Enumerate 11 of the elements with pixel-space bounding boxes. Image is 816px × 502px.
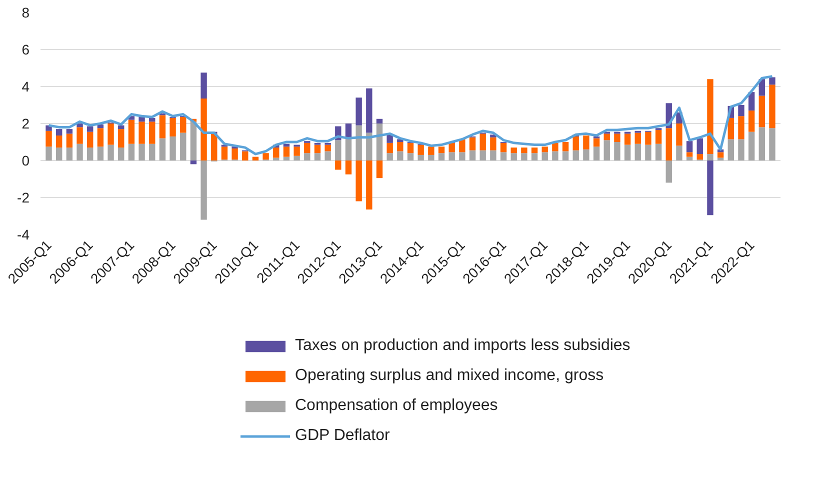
y-tick-label: -2 <box>17 190 30 206</box>
legend-label: Operating surplus and mixed income, gross <box>295 367 604 385</box>
y-tick-label: 4 <box>22 78 30 94</box>
y-tick-label: 8 <box>22 4 30 20</box>
legend-label: GDP Deflator <box>295 427 390 445</box>
y-tick-label: 0 <box>22 152 30 168</box>
y-tick-label: 6 <box>22 42 30 58</box>
legend-label: Taxes on production and imports less subsidies <box>295 337 630 355</box>
y-tick-label: -4 <box>17 226 30 242</box>
y-tick-label: 2 <box>22 116 30 132</box>
legend-label: Compensation of employees <box>295 397 498 415</box>
